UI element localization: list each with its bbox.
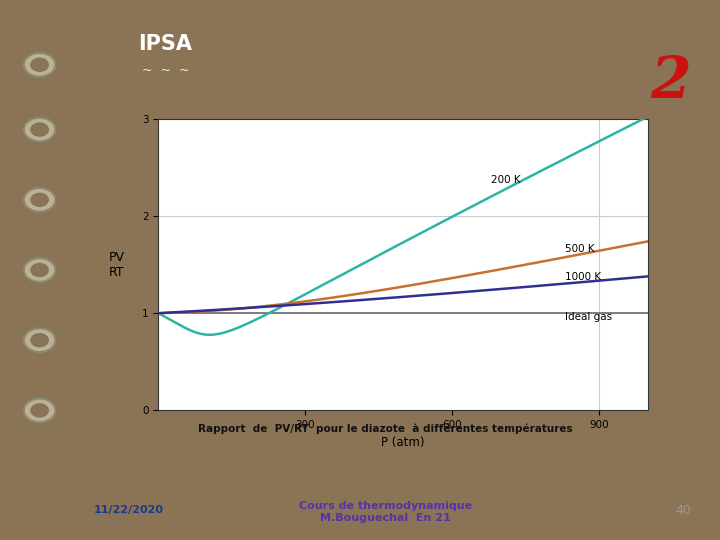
Text: 500 K: 500 K: [564, 244, 595, 254]
Text: Rapport  de  PV/RT  pour le diazote  à différentes températures: Rapport de PV/RT pour le diazote à diffé…: [198, 424, 572, 434]
Text: 200 K: 200 K: [491, 176, 521, 185]
Text: M.Bouguechal  En 21: M.Bouguechal En 21: [320, 514, 451, 523]
Text: Cours de thermodynamique: Cours de thermodynamique: [299, 501, 472, 511]
Text: IPSA: IPSA: [138, 34, 192, 55]
Text: 40: 40: [675, 504, 691, 517]
Text: 11/22/2020: 11/22/2020: [94, 505, 163, 515]
Text: 2: 2: [651, 54, 691, 111]
Text: 1000 K: 1000 K: [564, 272, 601, 282]
Y-axis label: PV
RT: PV RT: [109, 251, 125, 279]
Text: Ideal gas: Ideal gas: [564, 312, 612, 322]
X-axis label: P (atm): P (atm): [382, 436, 425, 449]
Text: ~  ~  ~: ~ ~ ~: [142, 64, 189, 77]
